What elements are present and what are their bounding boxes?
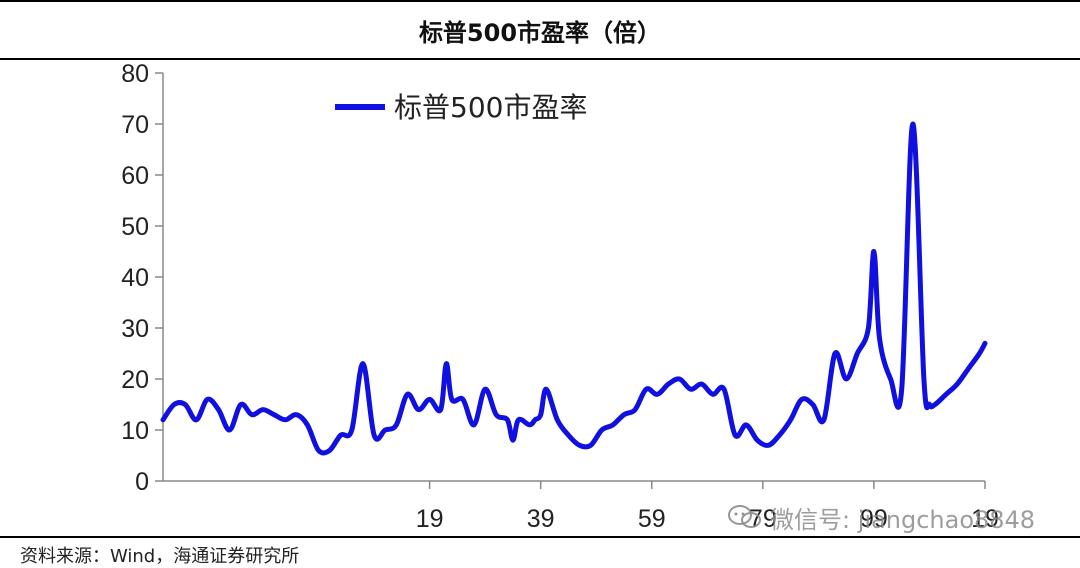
watermark: 微信号: jiangchao8848 bbox=[728, 500, 1035, 534]
x-tick-label: 59 bbox=[638, 505, 666, 533]
y-tick-label: 50 bbox=[121, 213, 149, 241]
y-tick-label: 40 bbox=[121, 264, 149, 292]
bottom-rule bbox=[0, 536, 1080, 538]
chart-title: 标普500市盈率（倍） bbox=[0, 0, 1080, 60]
x-axis: 19 39 59 79 99 19 bbox=[163, 480, 999, 533]
x-tick-label: 99 bbox=[860, 505, 888, 533]
x-tick-label: 39 bbox=[527, 505, 555, 533]
y-tick-label: 80 bbox=[121, 60, 149, 88]
y-tick-label: 10 bbox=[121, 417, 149, 445]
y-tick-label: 0 bbox=[135, 468, 149, 496]
x-tick-label: 19 bbox=[416, 505, 444, 533]
y-axis: 0 10 20 30 40 50 60 70 80 bbox=[121, 60, 164, 496]
y-tick-label: 30 bbox=[121, 315, 149, 343]
x-tick-label: 79 bbox=[749, 505, 777, 533]
pe-line-chart: 0 10 20 30 40 50 60 70 80 19 39 59 79 99 19 标普500市盈率 bbox=[121, 60, 999, 533]
source-note: 资料来源：Wind，海通证券研究所 bbox=[20, 546, 300, 567]
legend-label: 标普500市盈率 bbox=[394, 91, 587, 124]
legend: 标普500市盈率 bbox=[335, 91, 587, 124]
series-line-pe bbox=[160, 121, 988, 456]
x-tick-label: 19 bbox=[971, 505, 999, 533]
y-tick-label: 20 bbox=[121, 366, 149, 394]
wechat-icon bbox=[728, 505, 762, 529]
y-tick-label: 60 bbox=[121, 162, 149, 190]
watermark-text: 微信号: jiangchao8848 bbox=[770, 505, 1036, 534]
y-tick-label: 70 bbox=[121, 111, 149, 139]
